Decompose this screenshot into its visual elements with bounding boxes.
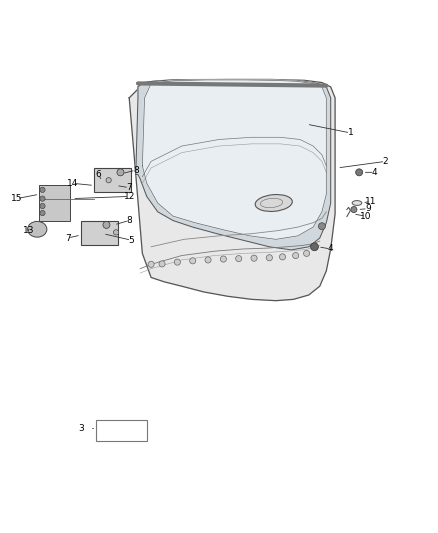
Polygon shape xyxy=(129,79,335,301)
Text: 13: 13 xyxy=(23,226,34,235)
Text: 4: 4 xyxy=(372,168,377,177)
Circle shape xyxy=(279,254,286,260)
Circle shape xyxy=(190,258,196,264)
Polygon shape xyxy=(142,80,326,239)
Text: 5: 5 xyxy=(128,236,134,245)
Text: 6: 6 xyxy=(95,170,102,179)
Text: 12: 12 xyxy=(124,192,135,201)
Ellipse shape xyxy=(28,221,47,237)
Text: 2: 2 xyxy=(383,157,388,166)
Circle shape xyxy=(40,196,45,201)
Text: 8: 8 xyxy=(126,216,132,225)
FancyBboxPatch shape xyxy=(96,420,147,441)
Text: 7: 7 xyxy=(126,183,132,192)
Polygon shape xyxy=(136,79,331,250)
Circle shape xyxy=(293,253,299,259)
Text: 15: 15 xyxy=(11,194,22,203)
Circle shape xyxy=(266,255,272,261)
Circle shape xyxy=(236,255,242,262)
Text: 4: 4 xyxy=(328,245,333,254)
Circle shape xyxy=(351,206,357,213)
FancyBboxPatch shape xyxy=(81,221,118,245)
Ellipse shape xyxy=(352,200,362,205)
Circle shape xyxy=(40,204,45,209)
Circle shape xyxy=(220,256,226,262)
Circle shape xyxy=(103,221,110,229)
Text: 1: 1 xyxy=(347,128,353,138)
Circle shape xyxy=(117,169,124,176)
Circle shape xyxy=(251,255,257,261)
Text: 11: 11 xyxy=(365,197,377,206)
Circle shape xyxy=(113,230,119,235)
Circle shape xyxy=(40,187,45,192)
Circle shape xyxy=(304,251,310,256)
Circle shape xyxy=(159,261,165,267)
Text: 8: 8 xyxy=(133,166,139,175)
Text: 3: 3 xyxy=(78,424,84,433)
Text: 7: 7 xyxy=(65,233,71,243)
Circle shape xyxy=(356,169,363,176)
Circle shape xyxy=(106,177,111,183)
Circle shape xyxy=(174,259,180,265)
FancyBboxPatch shape xyxy=(39,185,70,221)
Circle shape xyxy=(148,261,154,268)
Circle shape xyxy=(40,211,45,216)
Circle shape xyxy=(205,257,211,263)
Text: 14: 14 xyxy=(67,179,78,188)
Text: 9: 9 xyxy=(365,204,371,213)
Circle shape xyxy=(311,243,318,251)
FancyBboxPatch shape xyxy=(94,168,131,192)
Circle shape xyxy=(318,223,325,230)
Ellipse shape xyxy=(255,195,292,212)
Text: 10: 10 xyxy=(360,212,371,221)
